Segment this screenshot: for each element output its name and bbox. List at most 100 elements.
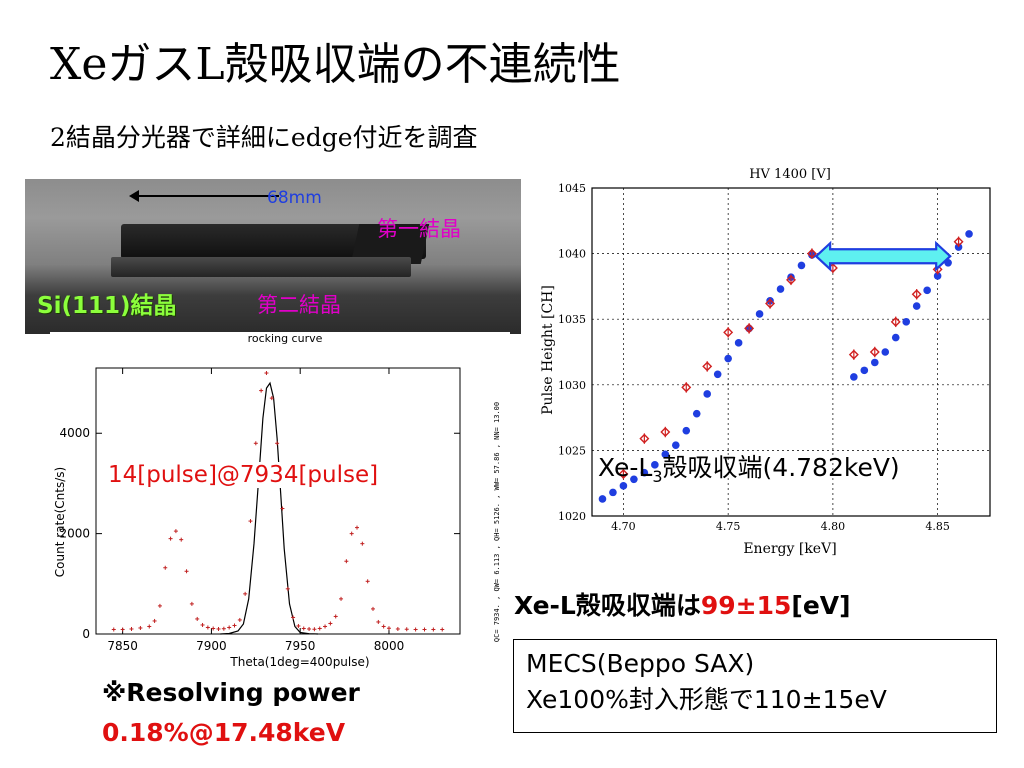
rocking-data-point [296, 623, 301, 628]
rocking-data-points [111, 371, 445, 632]
rocking-data-point [211, 626, 216, 631]
rocking-data-point [333, 614, 338, 619]
pulse-model-point [870, 358, 879, 367]
mecs-line-1: MECS(Beppo SAX) [526, 649, 755, 678]
rocking-data-point [355, 525, 360, 530]
rocking-ylabel: Count rate(Cnts/s) [53, 467, 67, 577]
rocking-data-point [200, 622, 205, 627]
rocking-data-point [307, 626, 312, 631]
pulse-model-point [703, 390, 712, 398]
second-crystal-label: 第二結晶 [257, 293, 341, 317]
pulse-ytick-label: 1025 [558, 444, 586, 457]
scale-label: 68mm [267, 188, 322, 208]
rocking-data-point [285, 586, 290, 591]
pulse-measured-point [953, 236, 964, 248]
pulse-model-point [619, 482, 628, 490]
rocking-data-point [339, 596, 344, 601]
pulse-ytick-label: 1035 [558, 313, 586, 326]
rocking-data-point [163, 565, 168, 570]
pulse-measured-point [848, 349, 859, 360]
rocking-data-point [381, 624, 386, 629]
pulse-ytick-label: 1030 [558, 379, 586, 392]
rocking-data-point [312, 627, 317, 632]
pulse-model-point [755, 310, 764, 318]
rocking-data-point [189, 601, 194, 606]
rocking-fit-curve [220, 381, 319, 635]
mecs-reference-box: MECS(Beppo SAX) Xe100%封入形態で110±15eV [513, 639, 997, 733]
rocking-data-point [173, 529, 178, 534]
pulse-model-point [640, 468, 649, 477]
pulse-xlabel: Energy [keV] [743, 541, 836, 557]
edge-width-double-arrow-icon [814, 240, 952, 272]
pulse-model-point [923, 286, 931, 295]
pulse-model-point [609, 488, 617, 497]
rocking-data-point [360, 541, 365, 546]
pulse-xtick-label: 4.75 [716, 520, 741, 533]
pulse-height-chart: HV 1400 [V] 4.70 4.75 4.80 4.85 1020 1025 1030… [532, 160, 1002, 560]
pulse-ylabel: Pulse Height [CH] [540, 285, 556, 415]
pulse-xtick-label: 4.85 [925, 520, 950, 533]
rocking-data-point [280, 506, 285, 511]
pulse-model-point [630, 475, 638, 484]
crystal-photo: 68mm 第一結晶 第二結晶 Si(111)結晶 [25, 179, 521, 334]
rocking-data-point [168, 536, 173, 541]
pulse-measured-point [911, 289, 922, 300]
rocking-fit-parameters: QC= 7934. , QW= 6.113 , QH= 5126. , WW= … [493, 402, 501, 642]
pulse-frame [591, 187, 991, 517]
pulse-xtick-label: 4.70 [611, 520, 636, 533]
pulse-model-point [734, 339, 743, 347]
pulse-model-point [860, 366, 869, 375]
pulse-model-point [598, 495, 607, 503]
rocking-ytick-label: 0 [82, 627, 90, 641]
si-crystal-label: Si(111)結晶 [37, 293, 177, 319]
rocking-data-point [259, 388, 264, 393]
pulse-model-point [881, 348, 890, 356]
pulse-measured-point [890, 316, 901, 328]
rocking-data-point [376, 619, 381, 624]
rocking-data-point [370, 606, 375, 611]
rocking-xlabel: Theta(1deg=400pulse) [229, 655, 369, 669]
rocking-data-point [129, 626, 134, 631]
pulse-measured-point [660, 426, 671, 438]
rocking-data-point [301, 626, 306, 631]
rocking-data-point [422, 627, 427, 632]
rocking-title: rocking curve [248, 332, 323, 345]
pulse-measured-point [786, 274, 796, 286]
mecs-line-2: Xe100%封入形態で110±15eV [526, 685, 887, 714]
double-arrow-shape [814, 240, 952, 272]
rocking-data-point [386, 626, 391, 631]
pulse-measured-point [723, 327, 734, 338]
rocking-data-point [344, 559, 349, 564]
rocking-data-point [440, 627, 445, 632]
edge-label-suffix: 殻吸収端(4.782keV) [662, 453, 900, 482]
pulse-model-point [671, 441, 680, 449]
rocking-data-point [264, 371, 269, 376]
pulse-measured-point [639, 433, 650, 444]
resolving-power-value: 0.18%@17.48keV [102, 718, 346, 747]
pulse-model-point [933, 272, 942, 280]
rocking-data-point [328, 621, 333, 626]
rocking-data-point [152, 618, 157, 623]
pulse-model-point [965, 230, 973, 238]
pulse-model-point [692, 409, 701, 418]
rocking-data-point [184, 569, 189, 574]
rocking-data-point [195, 616, 200, 621]
pulse-measured-point [618, 468, 629, 480]
edge-label: Xe-L3殻吸収端(4.782keV) [598, 448, 900, 486]
pulse-model-point [797, 261, 806, 270]
rocking-annotation: 14[pulse]@7934[pulse] [108, 462, 379, 488]
pulse-model-points [598, 230, 973, 503]
pulse-axes: 4.70 4.75 4.80 4.85 1020 1025 1030 1035 1040 1045 [558, 182, 991, 533]
pulse-measured-point [869, 346, 880, 358]
rocking-curve-chart: rocking curve 7850 7900 7950 8000020004000 … [50, 332, 510, 672]
rocking-data-point [179, 537, 184, 542]
result-prefix: Xe-L殻吸収端は [514, 591, 701, 620]
rocking-data-point [253, 441, 258, 446]
result-unit: [eV] [791, 591, 851, 620]
second-crystal-shape [111, 257, 411, 277]
pulse-ytick-label: 1045 [558, 182, 586, 195]
pulse-measured-point [702, 361, 713, 372]
rocking-data-point [365, 579, 370, 584]
rocking-data-point [120, 627, 125, 632]
pulse-model-point [891, 333, 900, 342]
